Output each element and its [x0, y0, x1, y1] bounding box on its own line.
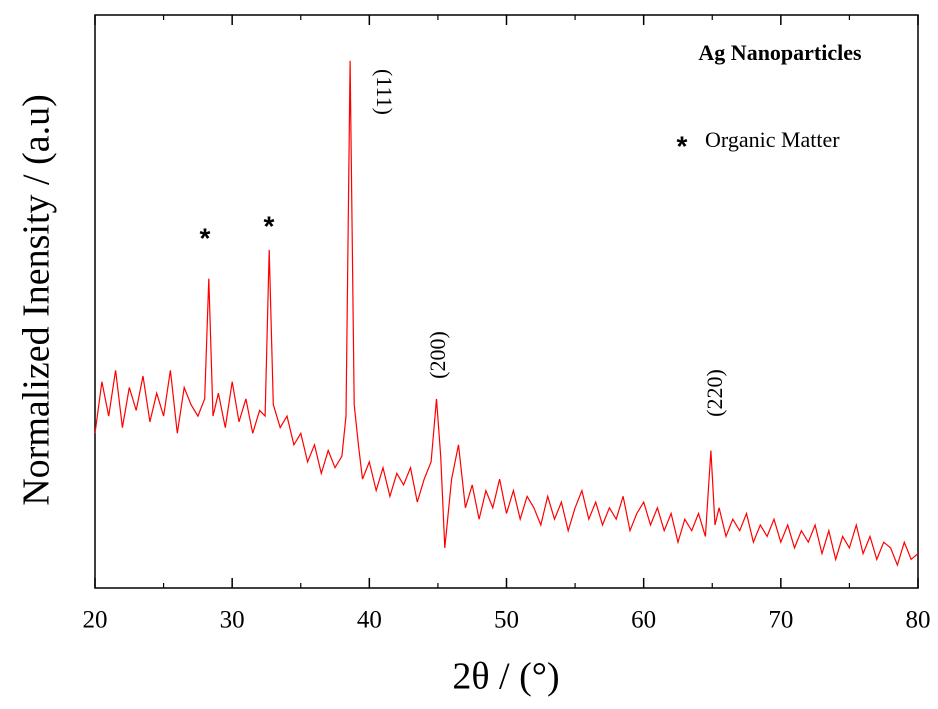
peak-marker: * — [200, 222, 211, 253]
x-tick-label: 70 — [768, 607, 793, 634]
x-axis-label: 2θ / (°) — [452, 656, 559, 698]
legend-label: Organic Matter — [705, 127, 840, 152]
peak-label: (220) — [702, 369, 727, 417]
x-tick-label: 30 — [220, 607, 245, 634]
x-tick-label: 40 — [357, 607, 382, 634]
x-tick-label: 50 — [494, 607, 519, 634]
peak-label: (111) — [372, 69, 397, 115]
y-axis-label: Normalized Inensity / (a.u) — [16, 94, 58, 506]
legend-marker: * — [677, 130, 688, 161]
plot-frame — [94, 14, 919, 589]
peak-marker: * — [264, 210, 275, 241]
x-tick-label: 60 — [631, 607, 656, 634]
peak-label: (200) — [425, 331, 450, 379]
x-tick-label: 20 — [83, 607, 108, 634]
legend-title: Ag Nanoparticles — [698, 40, 862, 65]
x-tick-label: 80 — [906, 607, 931, 634]
data-line — [94, 60, 919, 567]
